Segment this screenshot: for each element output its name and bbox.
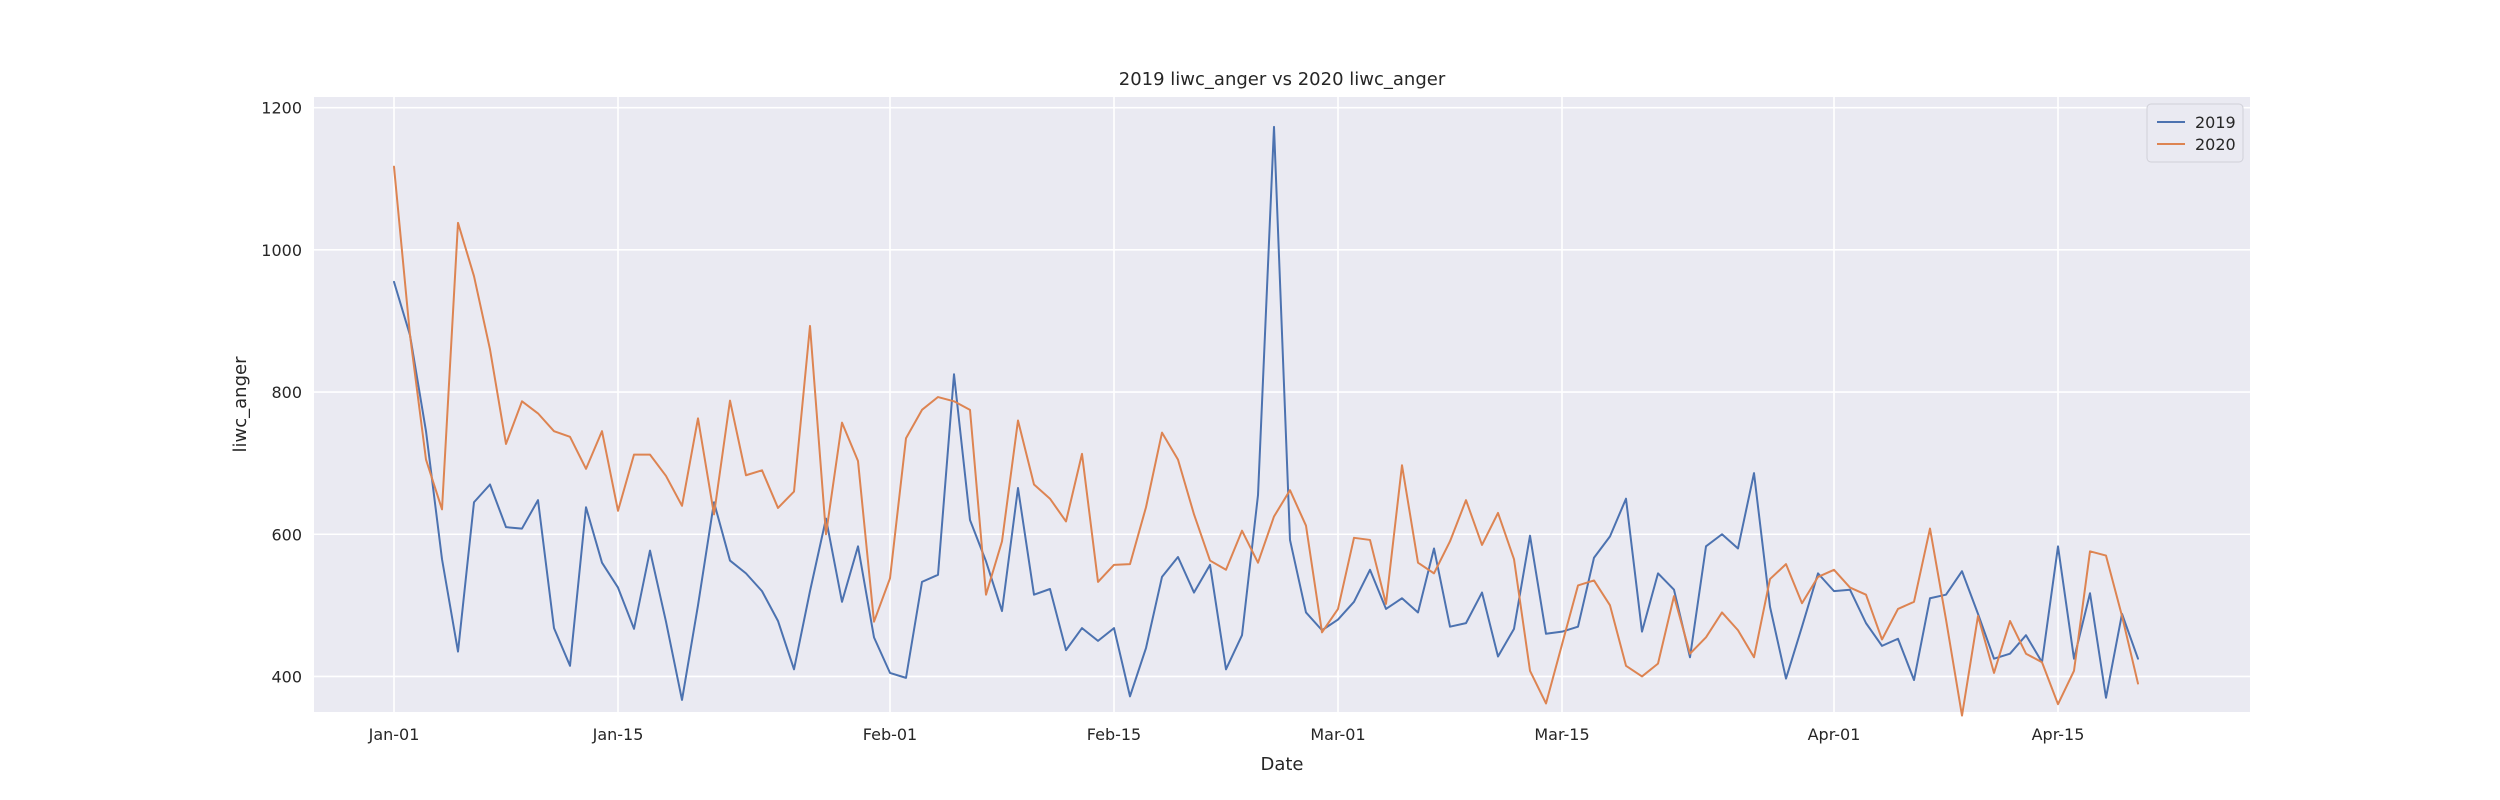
chart-title: 2019 liwc_anger vs 2020 liwc_anger: [1119, 69, 1446, 90]
legend: 2019 2020: [2146, 103, 2244, 163]
y-tick-label: 800: [271, 383, 302, 402]
gridlines: [314, 97, 2250, 712]
x-tick-label: Feb-15: [1087, 725, 1141, 744]
legend-label: 2020: [2195, 135, 2236, 154]
y-tick-label: 1000: [261, 241, 302, 260]
x-axis-title: Date: [1260, 754, 1303, 775]
plot-area: [314, 97, 2250, 712]
y-tick-label: 600: [271, 525, 302, 544]
x-tick-label: Feb-01: [863, 725, 917, 744]
x-tick-label: Apr-01: [1808, 725, 1861, 744]
y-axis-ticks: 400 600 800 1000 1200: [261, 99, 302, 687]
series-line-2020: [393, 165, 2139, 717]
x-axis-ticks: Jan-01 Jan-15 Feb-01 Feb-15 Mar-01 Mar-15 Apr-…: [368, 725, 2085, 744]
x-tick-label: Apr-15: [2032, 725, 2085, 744]
y-tick-label: 1200: [261, 99, 302, 118]
y-tick-label: 400: [271, 667, 302, 686]
x-tick-label: Mar-15: [1534, 725, 1589, 744]
series-line-2019: [393, 125, 2139, 701]
x-tick-label: Jan-01: [368, 725, 420, 744]
series-lines: [393, 125, 2139, 717]
x-tick-label: Jan-15: [592, 725, 644, 744]
y-axis-title: liwc_anger: [230, 356, 251, 453]
legend-label: 2019: [2195, 113, 2236, 132]
legend-box: [2146, 103, 2244, 163]
x-tick-label: Mar-01: [1310, 725, 1365, 744]
